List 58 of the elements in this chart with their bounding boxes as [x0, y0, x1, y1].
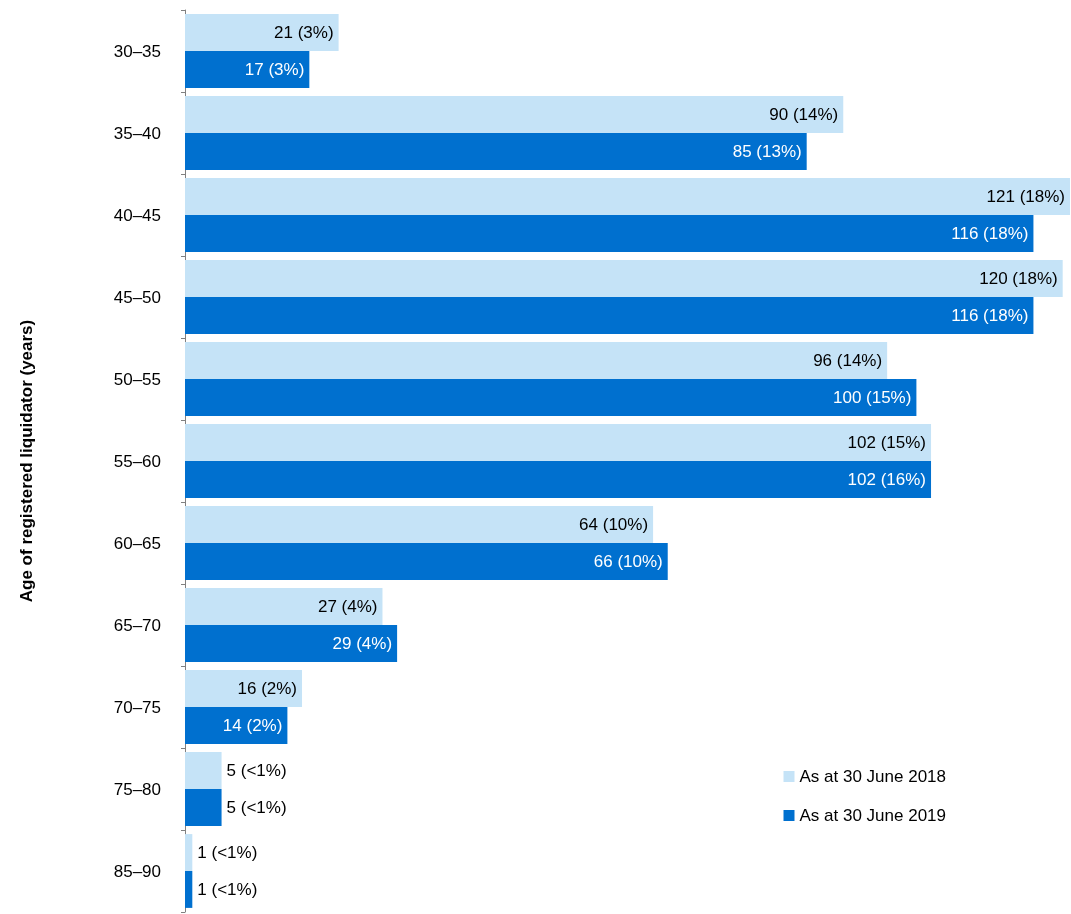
bar [185, 752, 222, 789]
data-label: 116 (18%) [951, 223, 1029, 243]
bar [185, 260, 1063, 297]
bar [185, 871, 193, 908]
y-tick-label: 45–50 [113, 287, 161, 307]
bar [185, 670, 303, 707]
data-label: 64 (10%) [579, 515, 649, 535]
y-tick-label: 85–90 [113, 861, 161, 881]
bar [185, 178, 1070, 215]
data-label: 5 (<1%) [226, 797, 287, 817]
data-label: 5 (<1%) [226, 761, 287, 781]
data-label: 1 (<1%) [197, 843, 258, 863]
y-tick-label: 70–75 [113, 697, 161, 717]
y-tick-label: 65–70 [113, 615, 161, 635]
data-label: 14 (2%) [222, 715, 283, 735]
bar [185, 215, 1034, 252]
data-label: 116 (18%) [951, 305, 1029, 325]
bar [185, 297, 1034, 334]
data-label: 96 (14%) [813, 351, 883, 371]
bar [185, 96, 844, 133]
bar [185, 379, 917, 416]
data-label: 90 (14%) [769, 105, 839, 125]
data-label: 29 (4%) [332, 633, 393, 653]
bar [185, 789, 222, 826]
bar [185, 506, 654, 543]
y-tick-label: 50–55 [113, 369, 161, 389]
data-label: 102 (16%) [847, 469, 927, 489]
bar [185, 461, 932, 498]
y-tick-label: 35–40 [113, 123, 161, 143]
y-tick-label: 40–45 [113, 205, 161, 225]
y-tick-label: 75–80 [113, 779, 161, 799]
data-label: 66 (10%) [593, 551, 663, 571]
data-label: 121 (18%) [986, 187, 1065, 207]
data-label: 102 (15%) [847, 433, 927, 453]
data-label: 17 (3%) [244, 59, 305, 79]
bar [185, 588, 383, 625]
bar [185, 543, 668, 580]
y-tick-label: 30–35 [113, 41, 161, 61]
y-axis-title: Age of registered liquidator (years) [17, 319, 36, 603]
data-label: 85 (13%) [732, 141, 802, 161]
data-label: 120 (18%) [979, 269, 1058, 289]
bar [185, 342, 888, 379]
bar [185, 834, 193, 871]
bar [185, 133, 807, 170]
data-label: 21 (3%) [274, 23, 334, 43]
y-tick-label: 55–60 [113, 451, 161, 471]
legend-label: As at 30 June 2018 [799, 767, 947, 786]
bar [185, 625, 398, 662]
y-tick-label: 60–65 [113, 533, 161, 553]
bar [185, 14, 339, 51]
legend-label: As at 30 June 2019 [799, 806, 947, 825]
bar [185, 707, 288, 744]
data-label: 100 (15%) [832, 387, 912, 407]
data-label: 27 (4%) [317, 597, 378, 617]
data-label: 16 (2%) [237, 679, 298, 699]
bar [185, 424, 932, 461]
data-label: 1 (<1%) [197, 879, 258, 899]
bar [185, 51, 310, 88]
